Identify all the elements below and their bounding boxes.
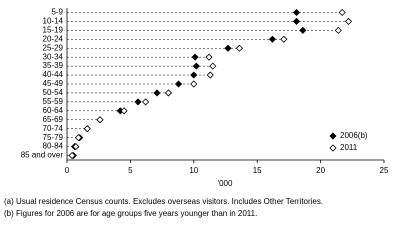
dot-marker [164, 89, 173, 97]
dot-marker [280, 35, 288, 43]
x-axis-label: '000 [218, 179, 233, 188]
y-tick-label: 20-24 [43, 34, 64, 43]
dot-marker [120, 107, 128, 115]
dot-marker [96, 116, 104, 124]
footnote: (a) Usual residence Census counts. Exclu… [4, 197, 323, 206]
dot-marker [190, 71, 198, 79]
x-tick-label: 20 [316, 166, 325, 175]
legend-marker [329, 144, 337, 152]
dot-marker [192, 62, 200, 70]
y-tick-label: 25-29 [43, 43, 64, 52]
y-tick-label: 80-84 [43, 142, 64, 151]
dot-marker [68, 151, 76, 160]
x-tick-label: 5 [128, 166, 133, 175]
y-tick-label: 50-54 [43, 88, 64, 97]
dot-marker [334, 26, 342, 34]
y-tick-label: 35-39 [43, 61, 64, 70]
dot-marker [142, 98, 150, 106]
dot-marker [205, 53, 213, 61]
y-tick-label: 65-69 [43, 115, 64, 124]
dot-marker [134, 98, 142, 106]
dot-marker [153, 89, 161, 97]
dot-marker [191, 53, 199, 61]
dot-marker [74, 134, 82, 142]
dot-marker [72, 143, 80, 151]
dot-marker [299, 26, 307, 34]
y-tick-label: 45-49 [43, 79, 64, 88]
x-tick-label: 10 [189, 166, 198, 175]
dot-marker [190, 80, 198, 88]
dot-marker [83, 125, 91, 133]
dot-marker [175, 80, 183, 88]
y-tick-label: 55-59 [43, 97, 64, 106]
y-tick-label: 5-9 [51, 8, 63, 17]
chart: '000 (a) Usual residence Census counts. … [4, 8, 389, 219]
y-tick-label: 85 and over [21, 151, 64, 160]
dot-marker [292, 17, 301, 25]
y-tick-label: 40-44 [43, 70, 64, 79]
footnote: (b) Figures for 2006 are for age groups … [4, 209, 257, 218]
x-tick-label: 15 [253, 166, 262, 175]
x-tick-label: 25 [380, 166, 389, 175]
dot-marker [224, 44, 232, 52]
y-tick-label: 30-34 [43, 52, 64, 61]
dot-marker [292, 8, 301, 17]
x-tick-label: 0 [65, 166, 70, 175]
dot-marker [338, 8, 346, 17]
dot-marker [235, 44, 244, 52]
y-tick-label: 60-64 [43, 106, 64, 115]
legend-marker [329, 132, 337, 140]
y-tick-label: 70-74 [43, 124, 64, 133]
legend-label: 2011 [340, 143, 358, 152]
dot-marker [209, 62, 217, 70]
y-tick-label: 15-19 [43, 25, 64, 34]
y-tick-label: 75-79 [43, 133, 64, 142]
dot-marker [268, 35, 276, 43]
y-tick-label: 10-14 [43, 17, 64, 26]
legend-label: 2006(b) [340, 131, 368, 140]
dot-marker [206, 71, 214, 79]
dot-marker [344, 17, 353, 25]
